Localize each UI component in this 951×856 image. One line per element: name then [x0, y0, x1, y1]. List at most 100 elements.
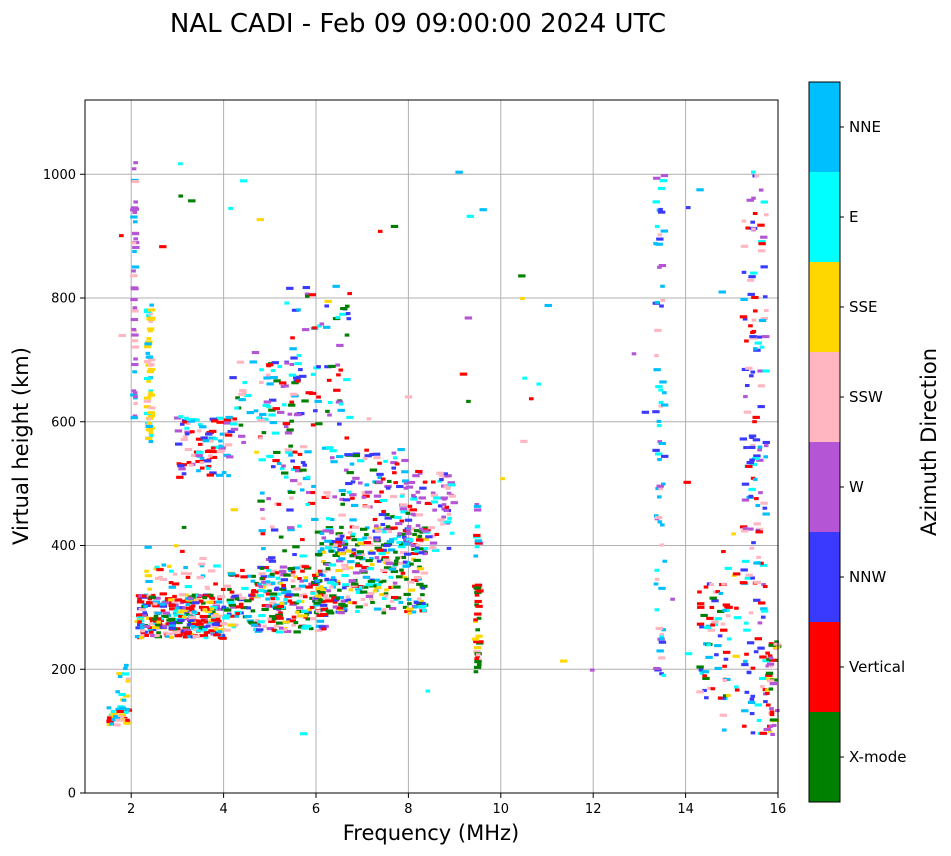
echo-point-vertical — [172, 594, 177, 598]
echo-point-ssw — [162, 631, 168, 635]
echo-point-sse — [208, 619, 214, 623]
echo-point-e — [758, 240, 766, 244]
echo-point-vertical — [430, 480, 436, 484]
echo-point-vertical — [759, 655, 767, 659]
echo-point-nne — [261, 547, 266, 551]
echo-point-e — [290, 467, 299, 472]
echo-point-nnw — [346, 317, 352, 321]
echo-point-vertical — [473, 533, 481, 537]
echo-point-e — [659, 179, 667, 183]
echo-point-nne — [109, 722, 115, 726]
echo-point-nne — [656, 495, 662, 499]
echo-point-nne — [658, 441, 667, 446]
echo-point-nnw — [402, 560, 408, 564]
echo-point-e — [256, 416, 261, 420]
echo-point-nne — [369, 556, 374, 561]
echo-point-vertical — [159, 245, 167, 249]
echo-point-vertical — [125, 718, 130, 722]
echo-point-ssw — [760, 501, 768, 505]
echo-point-vertical — [744, 339, 749, 343]
echo-point-e — [184, 416, 189, 420]
y-tick-label: 400 — [51, 539, 76, 554]
echo-point-vertical — [399, 519, 405, 523]
echo-point-ssw — [197, 562, 206, 566]
echo-point-e — [154, 565, 160, 569]
echo-point-nne — [722, 608, 727, 612]
colorbar-tick-label: SSE — [849, 298, 878, 316]
echo-point-vertical — [174, 634, 182, 638]
echo-point-w — [403, 481, 409, 485]
echo-point-x-mode — [268, 408, 276, 412]
echo-point-w — [758, 491, 763, 495]
echo-point-nne — [218, 444, 223, 448]
echo-point-nnw — [335, 537, 344, 541]
echo-point-nnw — [741, 270, 747, 274]
echo-point-x-mode — [296, 609, 304, 614]
echo-point-nnw — [652, 410, 660, 414]
echo-point-vertical — [305, 391, 313, 395]
echo-point-nne — [130, 393, 138, 397]
echo-point-nne — [350, 503, 359, 507]
echo-point-x-mode — [293, 621, 299, 625]
echo-point-ssw — [223, 628, 231, 632]
echo-point-w — [130, 298, 138, 302]
echo-point-w — [266, 627, 275, 631]
echo-point-w — [131, 167, 137, 171]
echo-point-w — [364, 490, 373, 494]
echo-point-ssw — [329, 585, 334, 589]
echo-point-nne — [396, 534, 402, 538]
echo-point-w — [411, 493, 416, 498]
echo-point-ssw — [743, 410, 752, 414]
echo-point-w — [361, 495, 367, 499]
echo-point-nne — [763, 455, 769, 459]
echo-point-nne — [660, 229, 669, 233]
echo-point-ssw — [399, 551, 408, 555]
echo-point-vertical — [160, 609, 166, 613]
echo-point-vertical — [168, 603, 176, 607]
echo-point-e — [324, 546, 333, 550]
echo-point-w — [131, 269, 136, 273]
echo-point-sse — [176, 610, 184, 614]
echo-point-nnw — [748, 494, 754, 498]
echo-point-nnw — [212, 622, 220, 626]
echo-point-x-mode — [175, 620, 183, 624]
echo-point-w — [142, 624, 151, 629]
echo-point-nnw — [396, 484, 404, 489]
echo-point-ssw — [115, 718, 123, 722]
echo-point-vertical — [755, 530, 763, 534]
echo-point-e — [110, 709, 116, 713]
echo-point-ssw — [131, 345, 140, 349]
echo-point-vertical — [331, 599, 336, 603]
echo-point-ssw — [658, 656, 666, 660]
echo-point-e — [430, 500, 439, 504]
echo-point-ssw — [722, 678, 728, 683]
echo-point-ssw — [741, 219, 747, 223]
echo-point-nnw — [744, 690, 750, 694]
echo-point-ssw — [148, 312, 153, 316]
echo-point-w — [763, 444, 769, 448]
echo-point-nne — [349, 518, 357, 522]
echo-point-vertical — [415, 469, 423, 474]
echo-point-nne — [132, 249, 137, 254]
echo-point-w — [657, 440, 663, 444]
echo-point-vertical — [350, 496, 355, 500]
echo-point-x-mode — [283, 573, 291, 577]
echo-point-nne — [303, 578, 309, 583]
echo-point-ssw — [262, 624, 267, 628]
echo-point-sse — [303, 614, 308, 618]
echo-point-vertical — [364, 448, 369, 452]
echo-point-e — [474, 525, 480, 529]
echo-point-nne — [200, 574, 206, 578]
echo-point-w — [769, 707, 774, 711]
echo-point-sse — [382, 550, 390, 554]
echo-point-nne — [106, 706, 112, 710]
echo-point-e — [661, 673, 667, 677]
echo-point-x-mode — [297, 625, 303, 629]
echo-point-x-mode — [188, 199, 196, 203]
echo-point-nnw — [291, 308, 300, 312]
echo-point-w — [283, 629, 292, 634]
echo-point-vertical — [745, 464, 753, 468]
echo-point-nnw — [271, 361, 279, 365]
echo-point-e — [297, 524, 302, 528]
colorbar-segment — [809, 712, 840, 802]
